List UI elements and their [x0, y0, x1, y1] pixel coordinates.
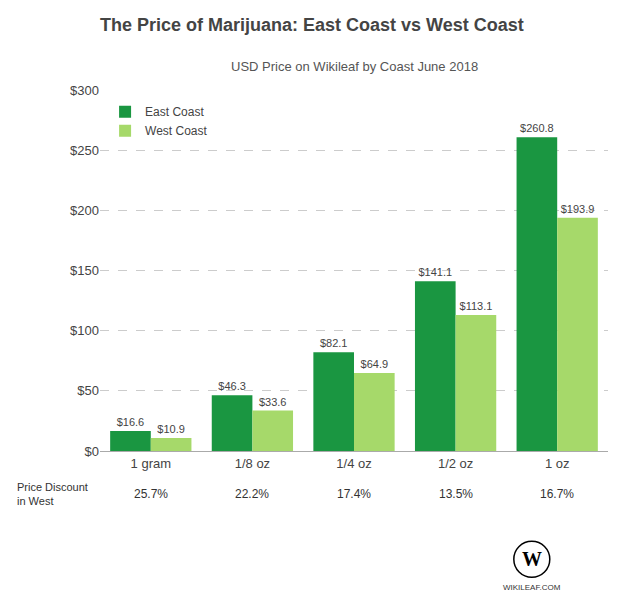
svg-text:$113.1: $113.1 [460, 300, 493, 312]
svg-text:$193.9: $193.9 [561, 203, 595, 215]
svg-text:East Coast: East Coast [145, 105, 204, 119]
svg-text:USD Price on Wikileaf by Coast: USD Price on Wikileaf by Coast June 2018 [231, 59, 478, 74]
svg-text:The Price of Marijuana: East C: The Price of Marijuana: East Coast vs We… [100, 15, 524, 35]
svg-text:$100: $100 [70, 323, 99, 338]
svg-text:$16.6: $16.6 [117, 416, 145, 428]
svg-text:$141.1: $141.1 [418, 266, 452, 278]
svg-text:$0: $0 [85, 444, 99, 459]
svg-text:$82.1: $82.1 [320, 337, 348, 349]
svg-text:Price Discountin West: Price Discountin West [17, 481, 88, 507]
svg-text:$260.8: $260.8 [520, 122, 554, 134]
svg-text:1/2 oz: 1/2 oz [438, 456, 473, 471]
svg-text:1/8 oz: 1/8 oz [235, 456, 270, 471]
svg-text:$300: $300 [70, 83, 99, 98]
svg-text:$33.6: $33.6 [259, 396, 287, 408]
svg-text:1 gram: 1 gram [131, 456, 171, 471]
svg-text:$250: $250 [70, 143, 99, 158]
svg-text:$10.9: $10.9 [157, 423, 185, 435]
svg-text:16.7%: 16.7% [540, 487, 574, 501]
svg-text:West Coast: West Coast [145, 124, 207, 138]
svg-text:$50: $50 [77, 383, 99, 398]
svg-text:17.4%: 17.4% [337, 487, 371, 501]
svg-text:1/4 oz: 1/4 oz [336, 456, 371, 471]
svg-text:$46.3: $46.3 [218, 380, 246, 392]
svg-text:W: W [522, 548, 542, 570]
svg-text:1 oz: 1 oz [545, 456, 570, 471]
svg-text:$150: $150 [70, 263, 99, 278]
svg-text:13.5%: 13.5% [439, 487, 473, 501]
svg-text:25.7%: 25.7% [134, 487, 168, 501]
svg-text:22.2%: 22.2% [235, 487, 269, 501]
svg-text:$200: $200 [70, 203, 99, 218]
svg-text:WIKILEAF.COM: WIKILEAF.COM [503, 583, 561, 592]
svg-text:$64.9: $64.9 [361, 358, 389, 370]
